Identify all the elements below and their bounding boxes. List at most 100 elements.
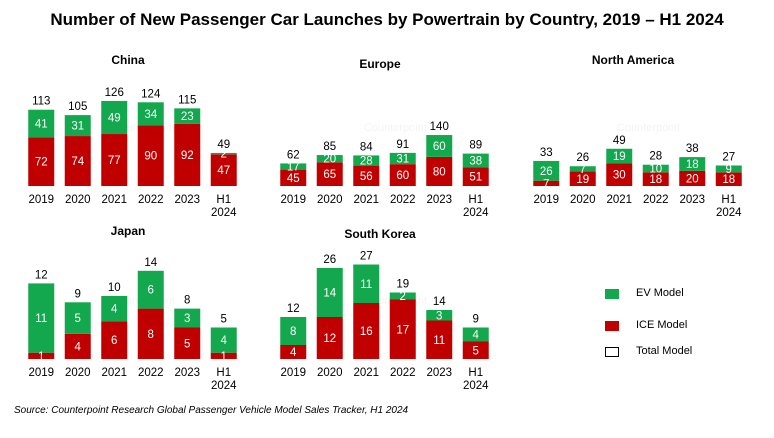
north-america-label-ice: 20 <box>686 173 699 185</box>
europe-watermark: Counterpoint <box>364 122 427 134</box>
south-korea-label-ice: 11 <box>433 335 445 347</box>
south-korea-label-total: 12 <box>287 303 300 315</box>
europe-bar-ev <box>316 155 343 163</box>
europe-label-total: 89 <box>469 140 482 152</box>
japan-bar-ev <box>101 296 128 322</box>
china-label-ev: 31 <box>71 121 84 133</box>
japan-tick-label: 2020 <box>65 367 91 379</box>
europe-tick-label: 2023 <box>426 194 452 206</box>
north-america-label-total: 26 <box>576 152 589 164</box>
north-america-label-total: 28 <box>649 151 662 163</box>
north-america-label-ice: 30 <box>613 170 626 182</box>
europe-tick-label: 2019 <box>280 194 306 206</box>
china-label-total: 115 <box>178 94 196 106</box>
south-korea-bar-ice <box>389 299 416 359</box>
south-korea-label-ev: 3 <box>436 310 442 322</box>
china-label-ev: 49 <box>108 112 121 124</box>
europe-label-ev: 28 <box>360 156 373 168</box>
north-america-bar-ev <box>606 148 633 164</box>
north-america-label-ice: 19 <box>576 174 589 186</box>
south-korea-label-total: 9 <box>473 314 479 326</box>
china-label-total: 49 <box>217 139 230 151</box>
south-korea-bar-ice <box>426 320 453 359</box>
south-korea-label-total: 19 <box>396 279 409 291</box>
south-korea-label-ice: 17 <box>396 324 409 336</box>
japan-label-ice: 4 <box>75 341 82 353</box>
europe-label-ice: 45 <box>287 173 300 185</box>
japan-bar-ev <box>210 327 237 353</box>
europe-bar-ev <box>353 155 380 166</box>
china-label-ev: 23 <box>181 111 194 123</box>
europe-label-total: 140 <box>430 121 449 133</box>
south-korea-label-ice: 16 <box>360 326 373 338</box>
south-korea-panel-title: South Korea <box>344 227 416 241</box>
china-tick-label: 2023 <box>174 194 200 206</box>
north-america-label-ev: 18 <box>686 159 699 171</box>
south-korea-tick-label: 2021 <box>353 367 379 379</box>
china-label-ev: 34 <box>144 109 157 121</box>
china-bar-ice <box>174 123 201 186</box>
north-america-tick-label: 2020 <box>570 194 596 206</box>
japan-bar-ice <box>174 327 201 359</box>
china-tick-label: 2022 <box>138 194 164 206</box>
europe-tick-label: 2022 <box>390 194 416 206</box>
china-panel-title: China <box>111 53 145 67</box>
europe-tick-label: 2024 <box>463 207 489 219</box>
north-america-label-ice: 18 <box>649 174 662 186</box>
north-america-bar-ev <box>642 164 669 173</box>
europe-tick-label: 2020 <box>317 194 343 206</box>
south-korea-tick-label: 2022 <box>390 367 416 379</box>
china-label-ice: 77 <box>108 155 121 167</box>
south-korea-label-ev: 8 <box>290 326 296 338</box>
china-tick-label: 2024 <box>211 207 237 219</box>
europe-label-total: 84 <box>360 141 373 153</box>
south-korea-label-ev: 11 <box>360 279 372 291</box>
south-korea-label-total: 14 <box>433 296 446 308</box>
japan-label-ev: 6 <box>148 285 154 297</box>
japan-bar-ice <box>64 333 91 359</box>
north-america-label-ev: 19 <box>613 151 626 163</box>
europe-bar-ev <box>280 163 307 170</box>
europe-bar-ev <box>426 135 453 157</box>
south-korea-bar-ice <box>316 317 343 359</box>
china-label-ice: 92 <box>181 150 194 162</box>
japan-bar-ice <box>101 321 128 359</box>
south-korea-tick-label: 2023 <box>426 367 452 379</box>
japan-label-ice: 1 <box>38 351 44 363</box>
europe-bar-ev <box>389 152 416 165</box>
legend-label-total: Total Model <box>636 345 693 357</box>
europe-bar-ice <box>389 164 416 186</box>
europe-bar-ice <box>280 169 307 186</box>
japan-label-total: 10 <box>108 282 121 294</box>
china-tick-label: 2019 <box>28 194 54 206</box>
europe-bar-ice <box>353 165 380 186</box>
europe-label-total: 91 <box>396 139 409 151</box>
japan-label-total: 8 <box>184 295 190 307</box>
europe-label-ice: 80 <box>433 166 446 178</box>
china-label-total: 113 <box>32 96 50 108</box>
china-bar-ev <box>137 102 164 126</box>
south-korea-label-ev: 2 <box>400 291 406 303</box>
south-korea-bar-ice <box>280 345 307 359</box>
south-korea-bar-ev <box>462 327 489 342</box>
china-bar-ice <box>64 136 91 186</box>
china-bar-ice <box>101 134 128 186</box>
japan-bar-ev <box>137 270 164 309</box>
japan-label-ev: 4 <box>111 304 118 316</box>
china-label-ice: 72 <box>35 157 48 169</box>
south-korea-bar-ev <box>353 264 380 303</box>
europe-tick-label: H1 <box>468 194 483 206</box>
china-bar-ev <box>101 100 128 135</box>
china-label-ice: 90 <box>144 151 157 163</box>
north-america-watermark: Counterpoint <box>617 122 680 134</box>
north-america-tick-label: 2024 <box>716 207 742 219</box>
north-america-bar-ice <box>606 163 633 186</box>
north-america-tick-label: H1 <box>721 194 736 206</box>
japan-tick-label: 2021 <box>101 367 127 379</box>
south-korea-bar-ice <box>462 341 489 359</box>
japan-label-ice: 1 <box>221 351 227 363</box>
south-korea-label-ev: 14 <box>323 288 336 300</box>
legend-label-ev: EV Model <box>636 287 684 299</box>
south-korea-bar-ev <box>280 317 307 345</box>
china-bar-ev <box>174 108 201 124</box>
